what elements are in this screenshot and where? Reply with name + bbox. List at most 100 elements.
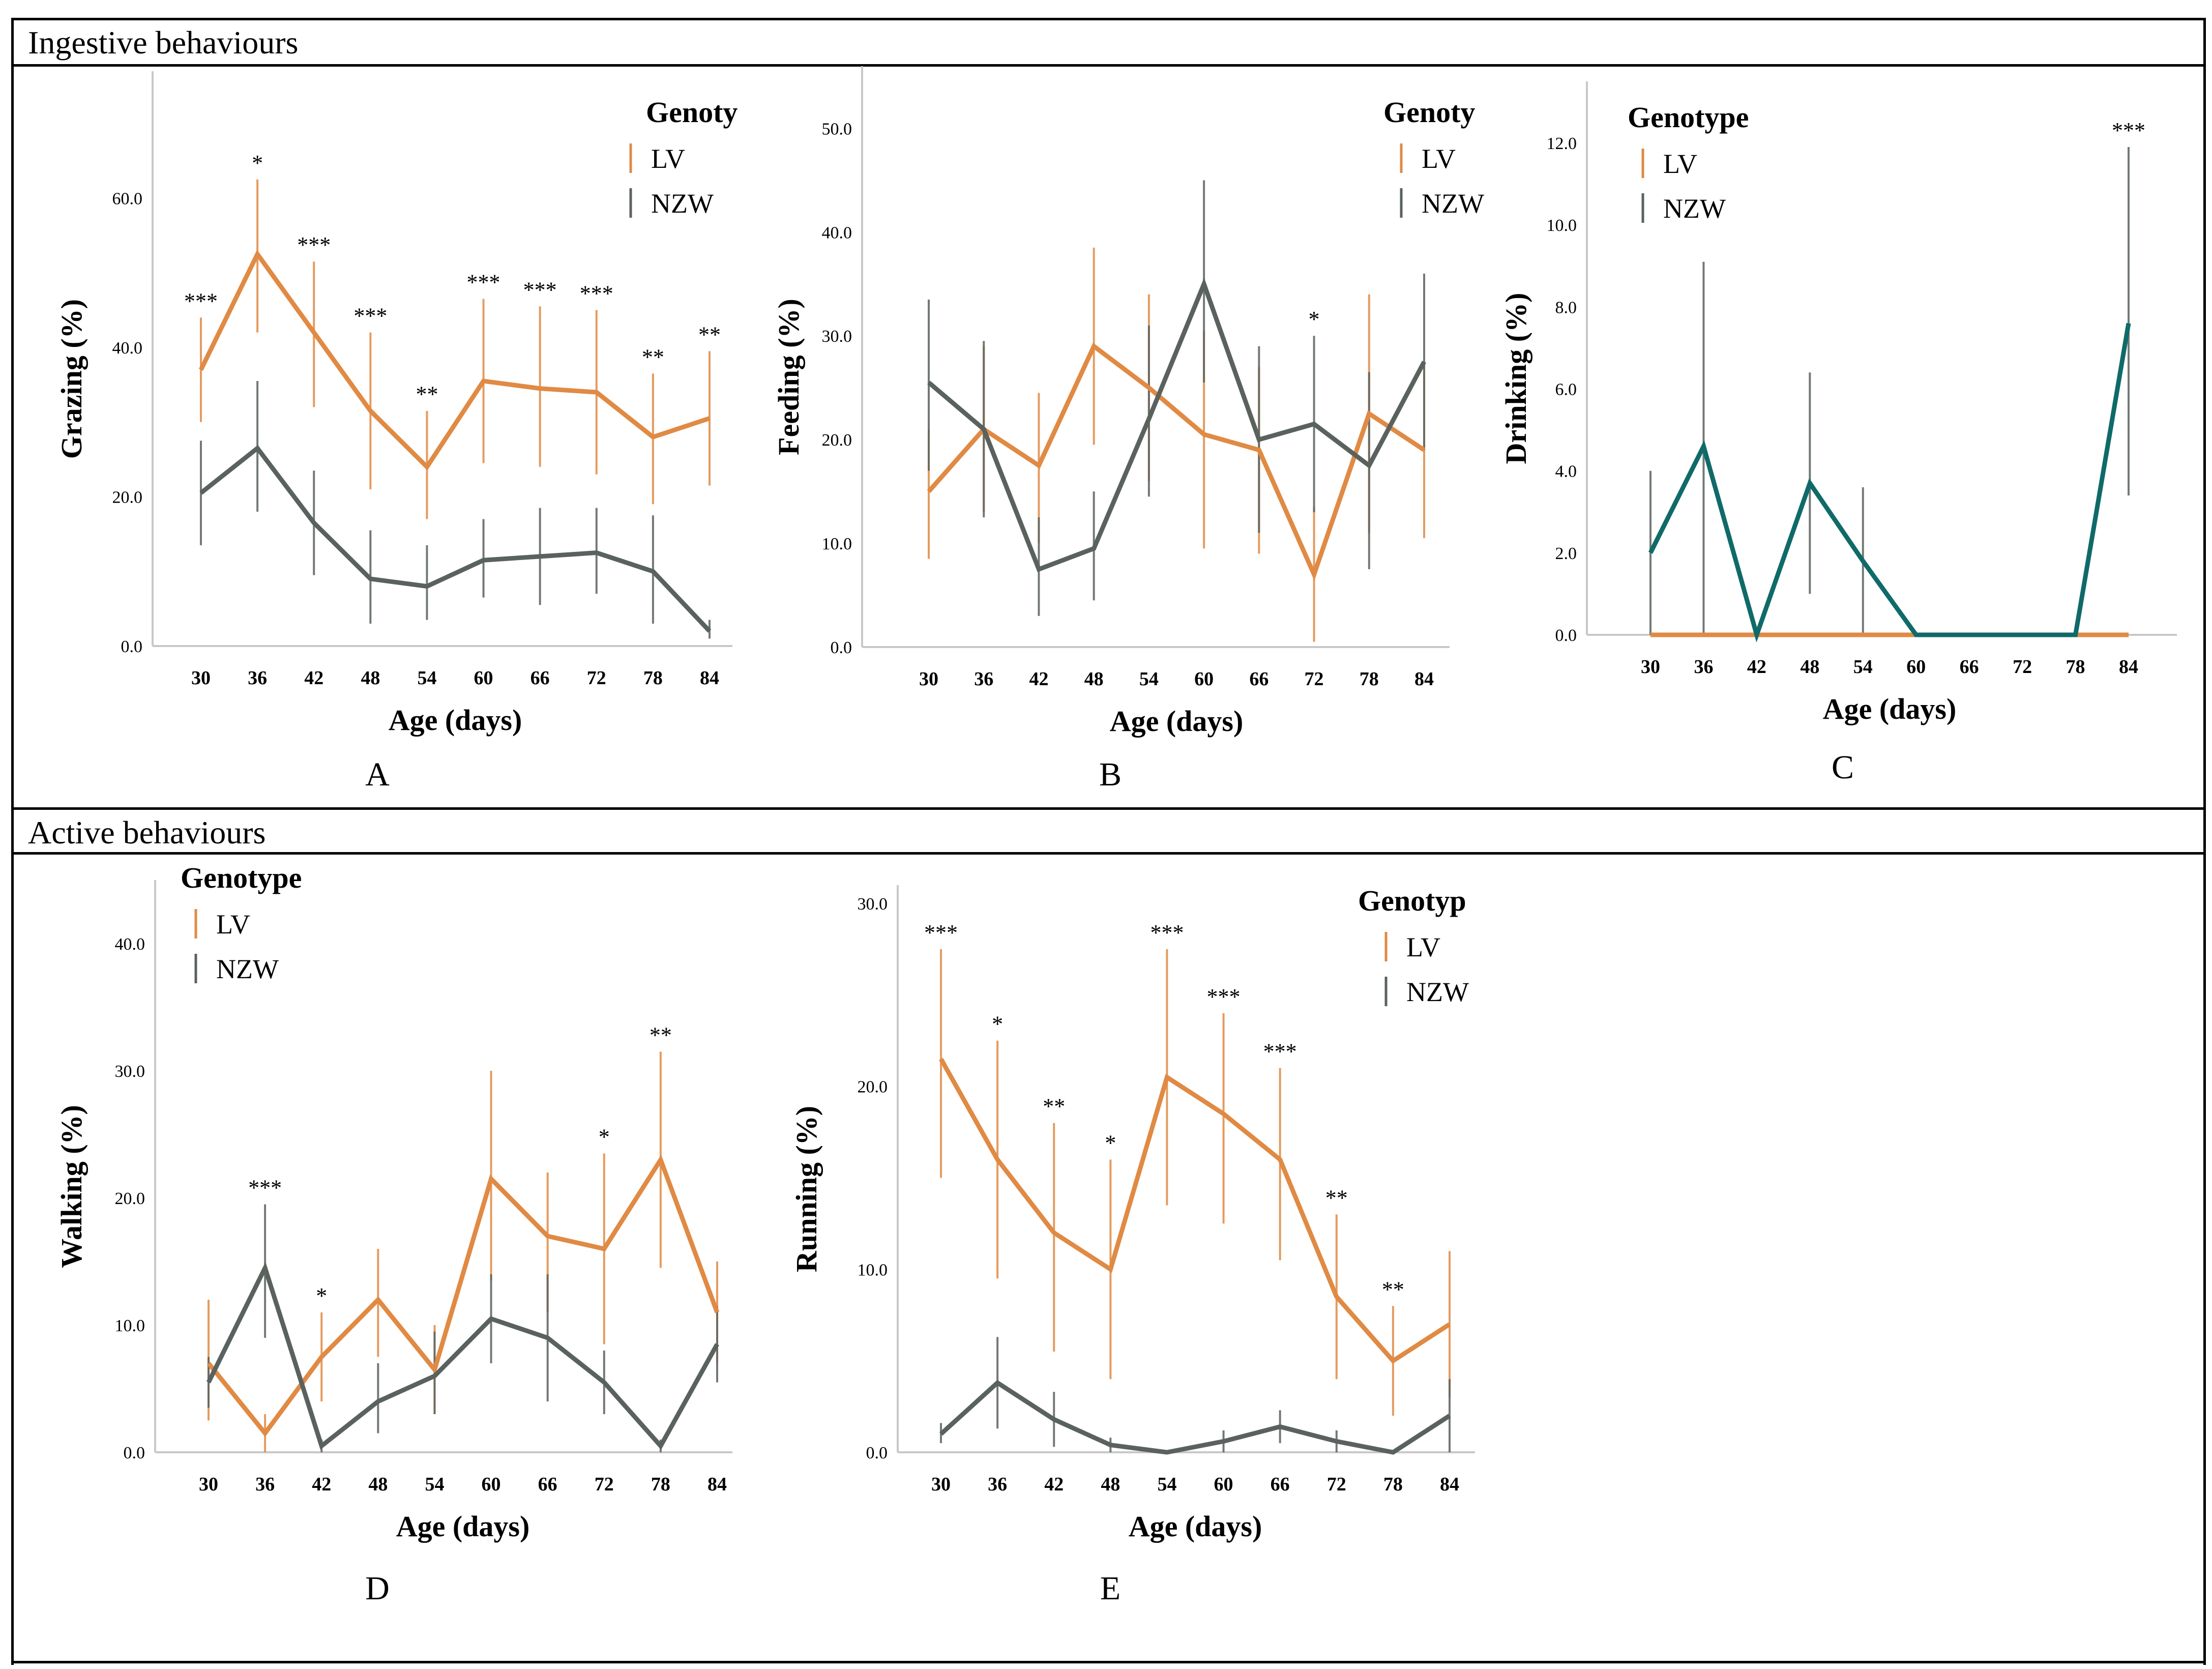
x-tick-label: 54	[425, 1474, 444, 1495]
x-axis-title: Age (days)	[1110, 705, 1244, 738]
x-axis-title: Age (days)	[1823, 692, 1957, 725]
significance-marker: **	[1325, 1185, 1348, 1210]
x-tick-label: 48	[368, 1474, 388, 1495]
significance-marker: *	[1105, 1131, 1116, 1156]
y-tick-label: 0.0	[121, 637, 143, 656]
legend-title: Genotyp	[1358, 884, 1466, 917]
x-tick-label: 54	[417, 667, 436, 689]
y-tick-label: 0.0	[831, 638, 852, 657]
panel-label-b: B	[1099, 756, 1122, 793]
header-underline-active	[11, 852, 2206, 855]
series-line-lv	[207, 1154, 720, 1437]
frame-left-line	[11, 19, 14, 1665]
x-tick-label: 60	[482, 1474, 501, 1495]
significance-marker: *	[599, 1125, 610, 1150]
x-tick-label: 36	[974, 668, 993, 690]
significance-marker: **	[642, 344, 664, 369]
x-tick-label: 36	[248, 667, 267, 689]
significance-marker: ***	[297, 232, 331, 257]
panel-label-d: D	[365, 1570, 390, 1607]
x-tick-label: 42	[304, 667, 323, 689]
significance-marker: ***	[467, 270, 500, 295]
frame-bottom-line	[11, 1661, 2206, 1663]
significance-marker: ***	[1150, 920, 1184, 945]
series-line-nzw	[206, 1262, 719, 1450]
x-tick-label: 78	[1383, 1474, 1403, 1495]
series-line-nzw	[927, 277, 1426, 572]
y-tick-label: 20.0	[115, 1189, 145, 1208]
significance-marker: ***	[1207, 984, 1241, 1009]
y-tick-label: 40.0	[822, 223, 852, 242]
significance-marker: ***	[353, 304, 387, 329]
chart-running: 0.0 10.0 20.0 30.0 30 36 42 48 54 60 66 72 78 84 Age (…	[790, 884, 1475, 1543]
x-tick-label: 54	[1157, 1474, 1176, 1495]
frame-top-line	[11, 18, 2206, 20]
y-tick-label: 50.0	[822, 120, 852, 138]
y-tick-label: 40.0	[115, 935, 145, 954]
section-title-active: Active behaviours	[28, 814, 266, 851]
series-line-lv	[939, 1058, 1451, 1364]
legend-label-lv: LV	[651, 143, 685, 174]
y-tick-label: 10.0	[858, 1261, 888, 1279]
x-tick-label: 66	[1249, 668, 1269, 690]
y-tick-label: 10.0	[1547, 216, 1577, 235]
significance-marker: *	[252, 151, 263, 175]
header-underline-ingestive	[11, 64, 2206, 67]
legend-label-nzw: NZW	[1422, 188, 1484, 219]
x-tick-label: 48	[1101, 1474, 1120, 1495]
x-tick-label: 60	[1214, 1474, 1233, 1495]
x-tick-label: 84	[700, 667, 719, 689]
x-tick-label: 36	[255, 1474, 275, 1495]
legend-title: Genoty	[646, 96, 738, 129]
chart-grazing: 0.0 20.0 40.0 60.0 30 36 42 48 54 60 66 72 78 84 Age (…	[55, 71, 738, 737]
significance-marker: **	[698, 322, 721, 347]
y-tick-label: 10.0	[115, 1316, 145, 1335]
y-tick-label: 60.0	[112, 189, 143, 208]
panel-label-e: E	[1100, 1570, 1121, 1607]
significance-marker: **	[1382, 1277, 1404, 1302]
y-tick-label: 10.0	[822, 535, 852, 553]
significance-marker: ***	[924, 920, 958, 945]
panel-label-c: C	[1831, 749, 1854, 786]
x-tick-label: 48	[1084, 668, 1104, 690]
x-tick-label: 42	[1044, 1474, 1064, 1495]
significance-marker: ***	[2112, 118, 2145, 143]
section-title-ingestive: Ingestive behaviours	[28, 24, 299, 61]
y-axis-title: Walking (%)	[55, 1105, 88, 1268]
significance-marker: *	[1309, 307, 1320, 332]
x-tick-label: 72	[1327, 1474, 1346, 1495]
legend-label-nzw: NZW	[1663, 193, 1726, 224]
x-tick-label: 72	[2013, 656, 2032, 678]
y-tick-label: 40.0	[112, 339, 143, 358]
y-tick-label: 0.0	[1555, 626, 1577, 645]
y-tick-label: 0.0	[866, 1444, 888, 1462]
x-tick-label: 42	[312, 1474, 331, 1495]
x-tick-label: 66	[1960, 656, 1979, 678]
legend-title: Genotype	[181, 861, 302, 894]
significance-marker: **	[416, 382, 438, 407]
series-line-lv	[927, 342, 1426, 581]
x-tick-label: 78	[2066, 656, 2085, 678]
y-tick-label: 30.0	[822, 327, 852, 346]
x-tick-label: 66	[538, 1474, 557, 1495]
legend-label-nzw: NZW	[216, 954, 279, 984]
x-tick-label: 84	[1414, 668, 1434, 690]
legend-label-nzw: NZW	[1406, 977, 1469, 1007]
y-tick-label: 20.0	[112, 488, 143, 507]
chart-feeding: 0.0 10.0 20.0 30.0 40.0 50.0 30 36 42 48 54 60 66 72 7…	[772, 66, 1484, 738]
significance-marker: *	[316, 1283, 327, 1308]
significance-marker: ***	[248, 1176, 282, 1200]
x-tick-label: 48	[361, 667, 380, 689]
x-tick-label: 30	[199, 1474, 218, 1495]
significance-marker: ***	[580, 281, 613, 306]
y-axis-title: Feeding (%)	[772, 299, 805, 455]
significance-marker: *	[992, 1012, 1003, 1037]
frame-right-line	[2203, 19, 2206, 1665]
series-line-nzw	[1648, 323, 2131, 642]
legend-label-lv: LV	[1422, 143, 1456, 174]
x-tick-label: 30	[191, 667, 211, 689]
x-axis-title: Age (days)	[1129, 1510, 1262, 1543]
x-tick-label: 30	[931, 1474, 951, 1495]
x-tick-label: 30	[919, 668, 938, 690]
x-tick-label: 78	[651, 1474, 670, 1495]
